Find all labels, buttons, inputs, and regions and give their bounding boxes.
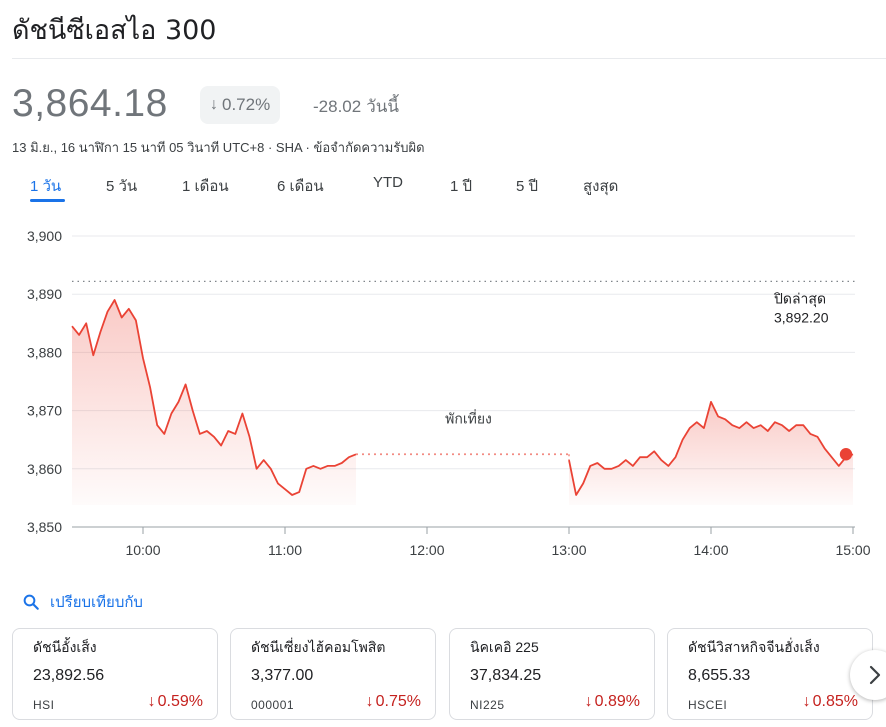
x-tick-label: 15:00 bbox=[835, 542, 870, 558]
tab-1-month[interactable]: 1 เดือน bbox=[182, 178, 229, 195]
index-change: ↓ 0.85% bbox=[803, 693, 858, 711]
price-chart[interactable]: 3,900 3,890 3,880 3,870 3,860 3,850 10:00 11:00… bbox=[0, 215, 886, 575]
index-card[interactable]: ดัชนีอั้งเส็ง 23,892.56 HSI ↓ 0.59% bbox=[12, 628, 218, 720]
x-tick-label: 14:00 bbox=[693, 542, 728, 558]
previous-close-value: 3,892.20 bbox=[774, 309, 829, 325]
arrow-down-icon: ↓ bbox=[802, 693, 811, 710]
index-change-value: 0.75% bbox=[375, 693, 421, 710]
tab-ytd[interactable]: YTD bbox=[373, 174, 403, 191]
last-price-marker bbox=[839, 448, 853, 461]
search-icon bbox=[23, 594, 39, 610]
change-percent: 0.72% bbox=[222, 95, 271, 114]
index-name: ดัชนีเซี่ยงไฮ้คอมโพสิต bbox=[251, 639, 386, 655]
index-value: 23,892.56 bbox=[33, 667, 105, 684]
y-tick-label: 3,880 bbox=[27, 344, 62, 360]
x-tick-label: 12:00 bbox=[409, 542, 444, 558]
change-absolute-value: -28.02 bbox=[313, 97, 362, 116]
y-tick-label: 3,850 bbox=[27, 519, 62, 535]
arrow-down-icon: ↓ bbox=[210, 96, 218, 113]
index-value: 37,834.25 bbox=[470, 667, 542, 684]
arrow-down-icon: ↓ bbox=[365, 693, 374, 710]
change-percent-badge: ↓ 0.72% bbox=[200, 86, 281, 124]
page-title: ดัชนีซีเอสไอ 300 bbox=[12, 15, 217, 46]
tab-label: 1 วัน bbox=[30, 178, 62, 195]
arrow-down-icon: ↓ bbox=[584, 693, 593, 710]
chevron-right-icon bbox=[869, 665, 881, 685]
y-tick-label: 3,860 bbox=[27, 461, 62, 477]
compare-label: เปรียบเทียบกับ bbox=[50, 594, 143, 611]
index-change-value: 0.85% bbox=[812, 693, 858, 710]
index-name: นิคเคอิ 225 bbox=[470, 639, 539, 655]
price-area bbox=[569, 401, 853, 505]
y-tick-label: 3,900 bbox=[27, 228, 62, 244]
x-tick-label: 13:00 bbox=[551, 542, 586, 558]
index-name: ดัชนีอั้งเส็ง bbox=[33, 639, 97, 655]
index-change: ↓ 0.75% bbox=[366, 693, 421, 711]
arrow-down-icon: ↓ bbox=[147, 693, 156, 710]
y-tick-label: 3,890 bbox=[27, 286, 62, 302]
index-value: 3,377.00 bbox=[251, 667, 314, 684]
index-card[interactable]: ดัชนีวิสาหกิจจีนฮั่งเส็ง 8,655.33 HSCEI … bbox=[667, 628, 873, 720]
quote-meta: 13 มิ.ย., 16 นาฬิกา 15 นาที 05 วินาที UT… bbox=[12, 140, 425, 155]
index-change: ↓ 0.59% bbox=[148, 693, 203, 711]
compare-button[interactable]: เปรียบเทียบกับ bbox=[22, 590, 143, 614]
index-change: ↓ 0.89% bbox=[585, 693, 640, 711]
next-cards-button[interactable] bbox=[850, 650, 886, 700]
tab-5-days[interactable]: 5 วัน bbox=[106, 178, 138, 195]
index-change-value: 0.89% bbox=[594, 693, 640, 710]
index-symbol: NI225 bbox=[470, 698, 505, 712]
index-symbol: HSI bbox=[33, 698, 55, 712]
x-tick-label: 10:00 bbox=[125, 542, 160, 558]
series-line bbox=[71, 299, 357, 496]
y-tick-label: 3,870 bbox=[27, 403, 62, 419]
index-card[interactable]: นิคเคอิ 225 37,834.25 NI225 ↓ 0.89% bbox=[449, 628, 655, 720]
active-tab-indicator bbox=[30, 199, 65, 202]
change-period: วันนี้ bbox=[366, 97, 399, 116]
tab-1-day[interactable]: 1 วัน bbox=[30, 174, 65, 202]
index-change-value: 0.59% bbox=[157, 693, 203, 710]
previous-close-label: ปิดล่าสุด bbox=[774, 290, 827, 307]
lunch-break-label: พักเที่ยง bbox=[445, 409, 492, 426]
price-area bbox=[72, 300, 356, 505]
tab-6-months[interactable]: 6 เดือน bbox=[277, 178, 324, 195]
index-symbol: 000001 bbox=[251, 698, 295, 712]
index-card[interactable]: ดัชนีเซี่ยงไฮ้คอมโพสิต 3,377.00 000001 ↓… bbox=[230, 628, 436, 720]
series-line bbox=[568, 401, 854, 496]
index-name: ดัชนีวิสาหกิจจีนฮั่งเส็ง bbox=[688, 639, 820, 655]
header-divider bbox=[12, 58, 886, 59]
tab-1-year[interactable]: 1 ปี bbox=[450, 178, 473, 195]
tab-max[interactable]: สูงสุด bbox=[583, 178, 619, 195]
change-absolute: -28.02 วันนี้ bbox=[313, 93, 399, 120]
x-tick-label: 11:00 bbox=[268, 542, 302, 558]
current-price: 3,864.18 bbox=[12, 82, 168, 125]
index-value: 8,655.33 bbox=[688, 667, 751, 684]
index-symbol: HSCEI bbox=[688, 698, 728, 712]
tab-5-years[interactable]: 5 ปี bbox=[516, 178, 539, 195]
